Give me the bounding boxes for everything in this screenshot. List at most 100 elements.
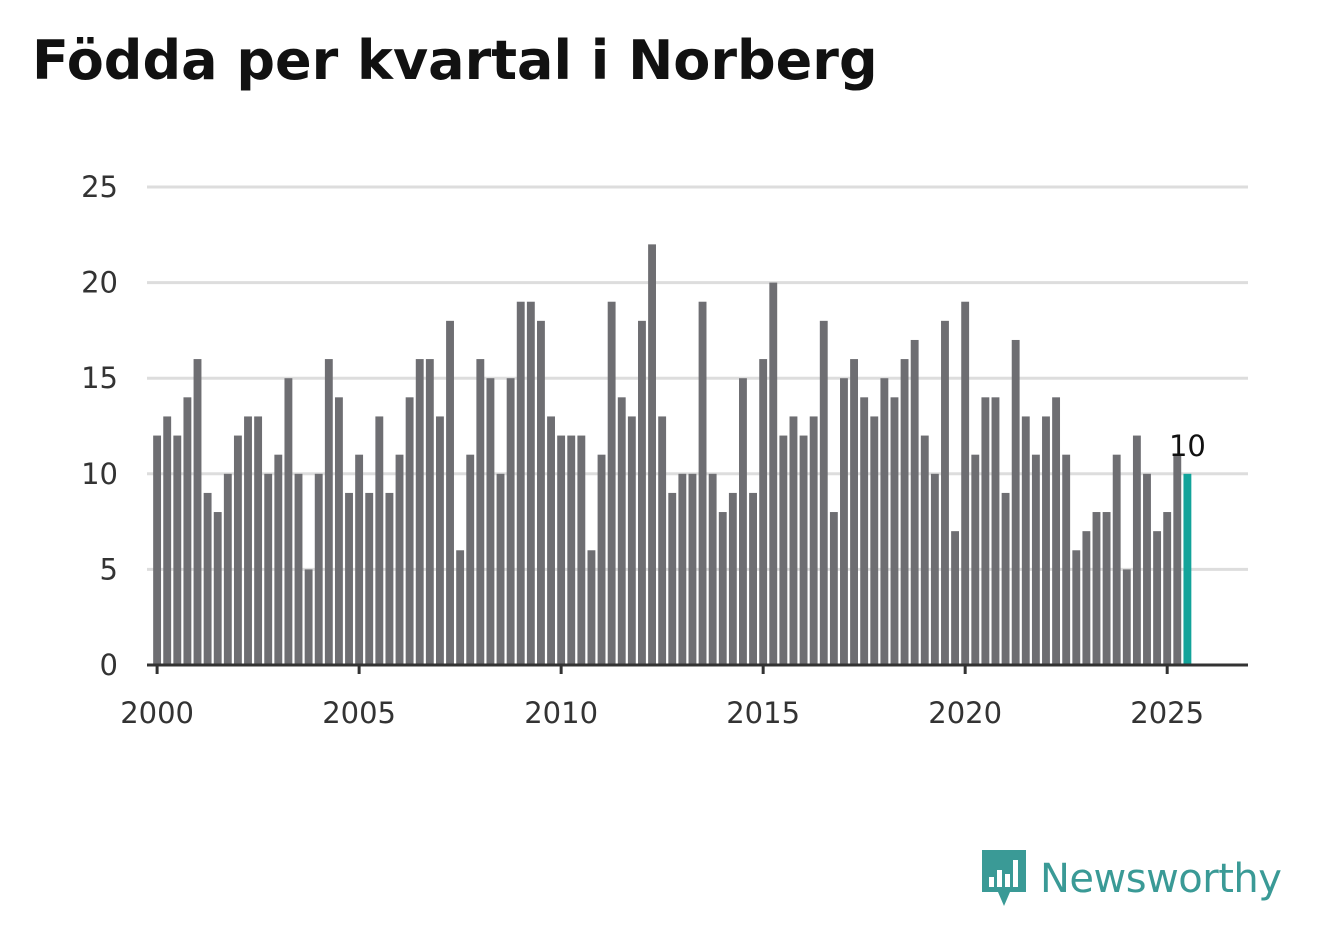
bar [930, 473, 939, 665]
bar [668, 492, 677, 665]
bar [819, 320, 828, 665]
bar [1143, 473, 1151, 665]
x-tick-label-2015: 2015 [726, 696, 800, 730]
bar [1011, 339, 1020, 665]
bar [385, 492, 394, 665]
bar [708, 473, 717, 665]
bar [900, 359, 909, 665]
bar [648, 244, 656, 666]
bar [183, 397, 192, 665]
bar [1001, 492, 1010, 665]
y-tick-label-5: 5 [100, 552, 118, 586]
x-tick-label-2000: 2000 [120, 696, 194, 730]
y-tick-label-20: 20 [81, 266, 118, 300]
data-label-latest: 10 [1169, 429, 1206, 463]
bar [1042, 416, 1050, 665]
bar [941, 320, 949, 665]
bar [1163, 512, 1172, 665]
bar [890, 397, 899, 665]
bar [425, 359, 434, 665]
bar [304, 569, 313, 665]
gridlines [147, 185, 1248, 571]
bars [153, 244, 1192, 666]
bar [223, 473, 232, 665]
bar [718, 512, 727, 665]
bar [971, 454, 980, 665]
bar [860, 397, 869, 665]
bar [496, 473, 505, 665]
bar [840, 378, 848, 665]
bar [254, 416, 263, 665]
bar [274, 454, 283, 665]
y-tick-label-10: 10 [81, 457, 118, 491]
bar [607, 301, 616, 665]
bar [173, 435, 182, 665]
bar [446, 320, 454, 665]
bar [981, 397, 990, 665]
bar [850, 359, 858, 665]
bar [557, 435, 566, 665]
bar [749, 492, 757, 665]
bar [506, 378, 515, 665]
axes [147, 663, 1248, 674]
bar [213, 512, 222, 665]
bar [951, 531, 960, 665]
bar [264, 473, 273, 665]
bar [537, 320, 545, 665]
bar [365, 492, 374, 665]
bar [526, 301, 535, 665]
bar [587, 550, 596, 665]
brand-name: Newsworthy [1040, 856, 1282, 902]
bar [486, 378, 495, 665]
bar [466, 454, 475, 665]
bar [153, 435, 162, 665]
y-tick-label-25: 25 [81, 170, 118, 204]
bar [1122, 569, 1131, 665]
bar [829, 512, 838, 665]
bar [577, 435, 586, 665]
brand: Newsworthy [980, 848, 1282, 910]
bar [334, 397, 343, 665]
bar [1072, 550, 1081, 665]
bar [688, 473, 697, 665]
bar [728, 492, 737, 665]
bar [1092, 512, 1101, 665]
bar [324, 359, 333, 665]
bar [658, 416, 667, 665]
bar [799, 435, 808, 665]
bar [809, 416, 818, 665]
bar [294, 473, 303, 665]
bar [739, 378, 747, 665]
bar [870, 416, 879, 665]
bar [769, 282, 778, 665]
bar [1153, 531, 1162, 665]
bar [638, 320, 646, 665]
bar [698, 301, 707, 665]
bar [1132, 435, 1141, 665]
bar [1173, 454, 1182, 665]
bar [516, 301, 525, 665]
bar-highlight [1183, 473, 1192, 665]
bar [1112, 454, 1121, 665]
bar [163, 416, 172, 665]
bar [476, 359, 485, 665]
bar [567, 435, 576, 665]
bar [244, 416, 252, 665]
bar [355, 454, 364, 665]
newsworthy-logo-icon [982, 850, 1026, 906]
bar [880, 378, 889, 665]
bar [405, 397, 414, 665]
bar [375, 416, 384, 665]
x-tick-label-2005: 2005 [322, 696, 396, 730]
bar [193, 359, 202, 665]
bar [1031, 454, 1040, 665]
bar [678, 473, 687, 665]
bar [314, 473, 323, 665]
x-tick-label-2010: 2010 [524, 696, 598, 730]
chart-title: Födda per kvartal i Norberg [32, 29, 878, 92]
bar [284, 378, 293, 665]
bar [597, 454, 606, 665]
bar [789, 416, 798, 665]
